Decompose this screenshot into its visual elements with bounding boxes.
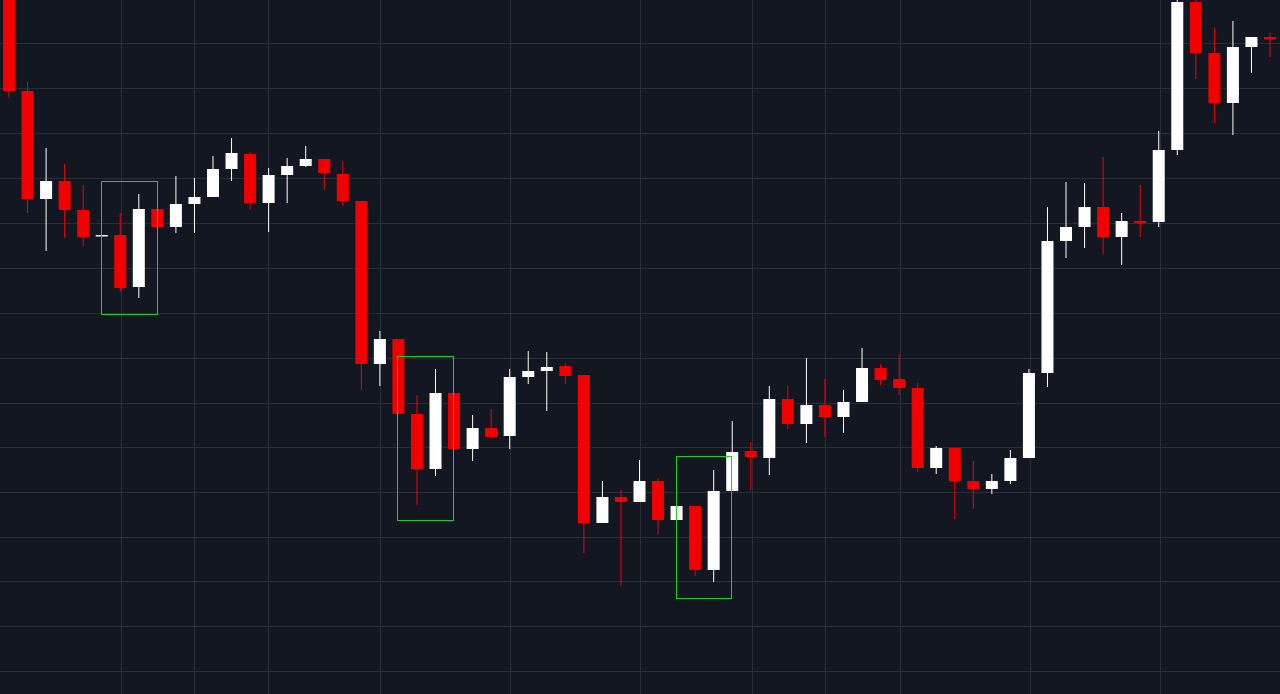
candle-body bbox=[503, 377, 516, 436]
candle-body bbox=[1060, 227, 1073, 241]
candle-body bbox=[930, 448, 943, 468]
candle-body bbox=[559, 366, 572, 376]
candle-body bbox=[1078, 207, 1091, 227]
candle-body bbox=[114, 235, 127, 288]
candle-body bbox=[1152, 150, 1165, 222]
candle-body bbox=[169, 204, 182, 227]
annotation-box bbox=[101, 181, 158, 315]
candle-body bbox=[318, 159, 331, 173]
candle-body bbox=[188, 197, 201, 204]
candle-body bbox=[1004, 458, 1017, 481]
candle-body bbox=[262, 175, 275, 203]
candle-body bbox=[485, 428, 498, 437]
candle-body bbox=[299, 159, 312, 166]
candle-body bbox=[1115, 221, 1128, 237]
candle-body bbox=[410, 414, 423, 469]
candle-body bbox=[874, 368, 887, 380]
candle-body bbox=[1022, 373, 1035, 458]
candle-body bbox=[985, 481, 998, 489]
annotation-boxes bbox=[101, 181, 732, 599]
candle-body bbox=[911, 388, 924, 468]
annotation-box bbox=[397, 356, 454, 521]
candle-body bbox=[244, 154, 257, 203]
candle-body bbox=[1134, 221, 1147, 223]
candle-body bbox=[373, 339, 386, 364]
candle-body bbox=[1189, 2, 1202, 53]
candle-body bbox=[652, 481, 665, 520]
candle-body bbox=[3, 0, 15, 91]
candle-body bbox=[1041, 241, 1054, 373]
candle-body bbox=[132, 209, 145, 287]
candle-body bbox=[58, 181, 71, 210]
candle-body bbox=[893, 379, 906, 388]
candle-body bbox=[540, 367, 553, 371]
candle-body bbox=[1264, 37, 1276, 39]
candle-body bbox=[763, 399, 776, 458]
candle-body bbox=[948, 448, 961, 481]
candle-body bbox=[967, 481, 980, 489]
candle-body bbox=[448, 393, 461, 449]
candle-body bbox=[21, 91, 34, 199]
candle-body bbox=[744, 451, 757, 457]
candle-body bbox=[466, 428, 479, 449]
candle-body bbox=[1097, 207, 1110, 237]
candle-body bbox=[1208, 53, 1221, 103]
candle-body bbox=[40, 181, 53, 199]
candle-body bbox=[818, 405, 831, 417]
candle-body bbox=[856, 368, 869, 402]
candle-body bbox=[392, 339, 405, 414]
candle-body bbox=[596, 497, 609, 523]
candle-body bbox=[281, 166, 294, 175]
candle-body bbox=[225, 153, 238, 169]
candles bbox=[3, 0, 1276, 586]
candle-body bbox=[707, 491, 720, 570]
candle-body bbox=[781, 399, 794, 424]
candle-body bbox=[614, 497, 627, 502]
candle-body bbox=[429, 393, 442, 469]
candle-body bbox=[355, 201, 368, 364]
candle-body bbox=[837, 402, 850, 417]
candle-body bbox=[206, 169, 219, 197]
candle-body bbox=[1226, 47, 1239, 103]
candle-body bbox=[1245, 37, 1258, 47]
candle-body bbox=[522, 371, 535, 377]
candle-body bbox=[577, 375, 590, 523]
candle-body bbox=[1171, 2, 1184, 150]
candle-body bbox=[726, 452, 739, 491]
candle-body bbox=[800, 405, 813, 424]
annotation-box bbox=[676, 456, 732, 599]
candle-body bbox=[633, 481, 646, 502]
candle-body bbox=[689, 506, 702, 570]
candle-body bbox=[77, 210, 90, 237]
candle-body bbox=[336, 174, 349, 201]
